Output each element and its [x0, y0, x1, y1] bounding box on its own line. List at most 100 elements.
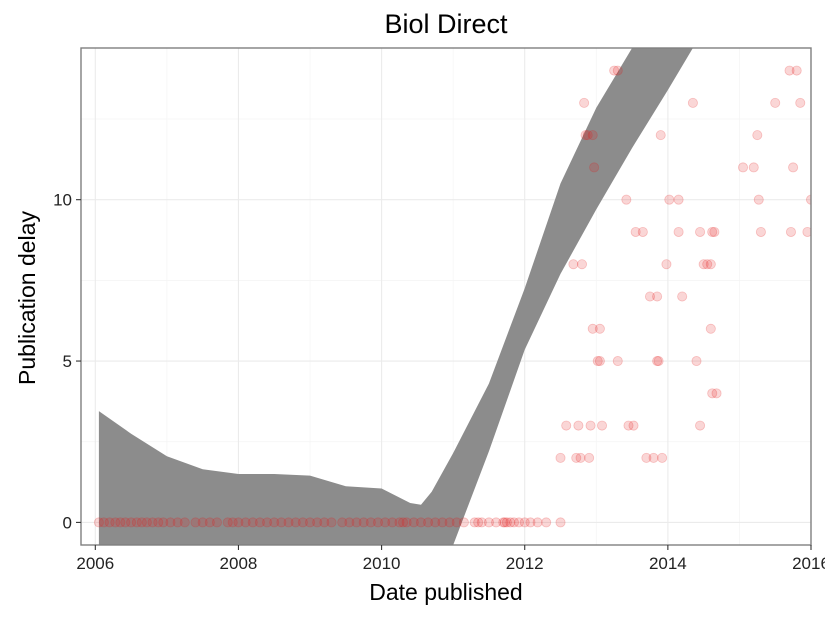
data-point: [98, 517, 109, 528]
data-point: [179, 517, 190, 528]
data-point: [380, 517, 391, 528]
data-point: [571, 452, 582, 463]
x-tick-label: 2006: [76, 554, 114, 573]
data-point: [652, 291, 663, 302]
data-point: [525, 517, 536, 528]
data-point: [582, 130, 593, 141]
data-point: [458, 517, 469, 528]
data-point: [423, 517, 434, 528]
data-point: [319, 517, 330, 528]
data-point: [705, 323, 716, 334]
data-point: [469, 517, 480, 528]
data-point: [283, 517, 294, 528]
data-point: [158, 517, 169, 528]
data-point: [326, 517, 337, 528]
data-point: [519, 517, 530, 528]
data-point: [165, 517, 176, 528]
data-point: [587, 323, 598, 334]
data-point: [190, 517, 201, 528]
data-point: [748, 162, 759, 173]
x-tick-label: 2008: [220, 554, 258, 573]
data-point: [131, 517, 142, 528]
data-point: [687, 97, 698, 108]
data-point: [211, 517, 222, 528]
data-point: [501, 517, 512, 528]
data-point: [695, 226, 706, 237]
data-point: [568, 259, 579, 270]
data-point: [476, 517, 487, 528]
data-point: [398, 517, 409, 528]
data-point: [621, 194, 632, 205]
data-point: [788, 162, 799, 173]
data-point: [653, 356, 664, 367]
data-point: [451, 517, 462, 528]
data-point: [664, 194, 675, 205]
data-point: [579, 97, 590, 108]
data-point: [612, 356, 623, 367]
data-point: [594, 356, 605, 367]
data-point: [795, 97, 806, 108]
data-point: [444, 517, 455, 528]
data-point: [233, 517, 244, 528]
data-point: [394, 517, 405, 528]
data-point: [597, 420, 608, 431]
data-point: [655, 130, 666, 141]
data-point: [561, 420, 572, 431]
data-point: [673, 194, 684, 205]
data-point: [401, 517, 412, 528]
data-point: [609, 65, 620, 76]
panel-border: [80, 47, 812, 546]
data-point: [644, 291, 655, 302]
data-point: [753, 194, 764, 205]
data-points: [93, 65, 811, 528]
data-point: [141, 517, 152, 528]
data-point: [297, 517, 308, 528]
data-point: [594, 323, 605, 334]
data-point: [197, 517, 208, 528]
x-tick-label: 2014: [649, 554, 687, 573]
data-point: [705, 259, 716, 270]
data-point: [312, 517, 323, 528]
data-point: [153, 517, 164, 528]
data-point: [247, 517, 258, 528]
data-point: [126, 517, 137, 528]
data-point: [437, 517, 448, 528]
data-point: [430, 517, 441, 528]
data-point: [104, 517, 115, 528]
data-point: [508, 517, 519, 528]
data-point: [290, 517, 301, 528]
data-point: [584, 452, 595, 463]
confidence-band: [98, 48, 693, 545]
data-point: [652, 356, 663, 367]
data-point: [93, 517, 104, 528]
data-point: [373, 517, 384, 528]
data-point: [802, 226, 811, 237]
data-point: [791, 65, 802, 76]
data-point: [589, 162, 600, 173]
data-point: [532, 517, 543, 528]
plot-panel: [80, 47, 812, 546]
y-tick-label: 5: [63, 352, 72, 371]
data-point: [136, 517, 147, 528]
data-point: [473, 517, 484, 528]
data-point: [573, 420, 584, 431]
data-point: [648, 452, 659, 463]
data-point: [240, 517, 251, 528]
data-point: [576, 259, 587, 270]
data-point: [755, 226, 766, 237]
x-tick-label: 2016: [792, 554, 825, 573]
data-point: [222, 517, 233, 528]
data-point: [673, 226, 684, 237]
data-point: [172, 517, 183, 528]
data-point: [483, 517, 494, 528]
data-point: [630, 226, 641, 237]
data-point: [623, 420, 634, 431]
data-point: [691, 356, 702, 367]
data-point: [580, 130, 591, 141]
data-point: [770, 97, 781, 108]
data-point: [587, 130, 598, 141]
data-point: [387, 517, 398, 528]
data-point: [784, 65, 795, 76]
data-point: [365, 517, 376, 528]
